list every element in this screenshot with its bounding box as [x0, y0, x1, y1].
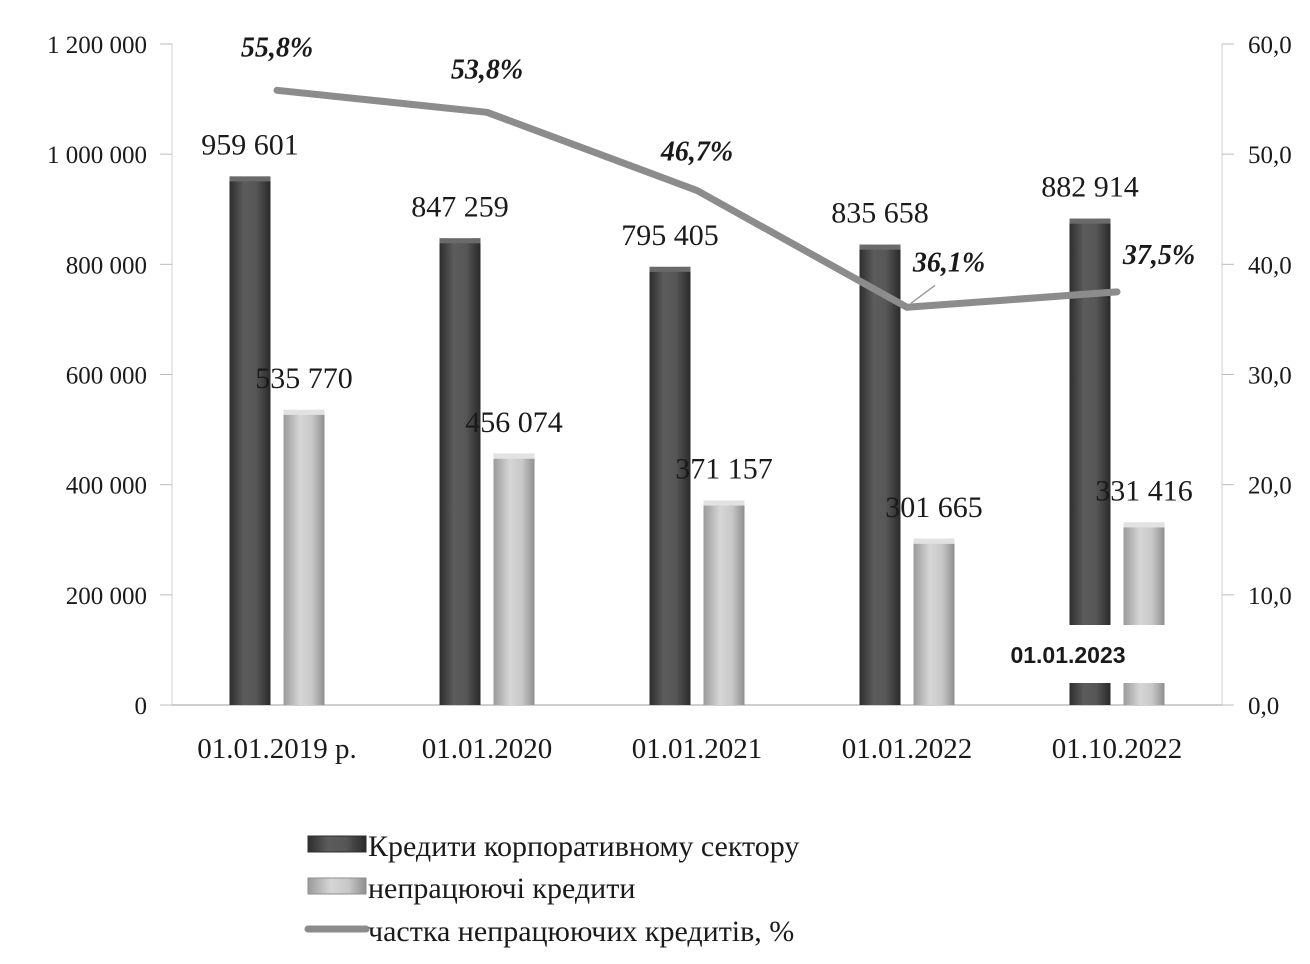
right-tick-label: 10,0	[1248, 583, 1292, 610]
bars	[229, 176, 1165, 705]
bar-corporate-loans	[1069, 218, 1111, 705]
bar-nonperforming-loans	[913, 538, 955, 705]
left-tick-label: 400 000	[66, 473, 147, 500]
data-label-corporate-loans: 959 601	[201, 128, 299, 161]
left-tick-label: 600 000	[66, 363, 147, 390]
bar-top-nonperforming-loans	[703, 500, 745, 506]
data-label-nonperforming-loans: 301 665	[885, 491, 983, 524]
right-tick-label: 60,0	[1248, 32, 1292, 59]
bar-corporate-loans	[649, 266, 691, 705]
bar-data-labels: 959 601 847 259 795 405 835 658 882 914 535 7…	[201, 128, 1193, 523]
data-label-nonperforming-loans: 371 157	[675, 453, 773, 486]
overlay-box: 01.01.2023	[965, 625, 1165, 683]
legend-label: Кредити корпоративному сектору	[368, 830, 799, 863]
share-point	[276, 89, 278, 91]
share-data-label: 36,1%	[912, 247, 985, 278]
left-tick-label: 200 000	[66, 583, 147, 610]
legend: Кредити корпоративному сектору непрацюючі…	[304, 830, 799, 948]
share-point	[906, 306, 908, 308]
data-label-corporate-loans: 795 405	[621, 219, 719, 252]
bar-top-corporate-loans	[859, 244, 901, 250]
x-axis-ticks: 01.01.2019 р. 01.01.2020 01.01.2021 01.01.2…	[197, 733, 1182, 765]
data-label-corporate-loans: 882 914	[1041, 171, 1139, 204]
share-point	[1116, 291, 1118, 293]
legend-label: непрацюючі кредити	[368, 872, 635, 905]
left-axis-ticks: 0 200 000 400 000 600 000 800 000 1 000 000 1 …	[47, 32, 172, 720]
legend-swatch-nonperforming-loans	[307, 877, 367, 895]
share-line	[273, 86, 1121, 311]
bar-top-nonperforming-loans	[283, 409, 325, 415]
right-tick-label: 30,0	[1248, 363, 1292, 390]
share-line-layer	[273, 86, 1121, 311]
bar-top-nonperforming-loans	[1123, 522, 1165, 528]
share-data-label: 55,8%	[241, 32, 313, 63]
x-tick-label: 01.01.2020	[422, 733, 553, 765]
left-tick-label: 1 200 000	[47, 32, 147, 59]
right-tick-label: 40,0	[1248, 252, 1292, 279]
bar-top-nonperforming-loans	[493, 453, 535, 459]
share-label-leader	[910, 284, 936, 304]
legend-swatch-corporate-loans	[307, 835, 367, 853]
legend-label: частка непрацюючих кредитів, %	[368, 915, 794, 948]
x-tick-label: 01.01.2022	[842, 733, 973, 765]
x-tick-label: 01.01.2021	[632, 733, 763, 765]
share-data-label: 46,7%	[660, 137, 733, 168]
left-tick-label: 1 000 000	[47, 142, 147, 169]
bar-nonperforming-loans	[703, 500, 745, 705]
data-label-nonperforming-loans: 331 416	[1095, 474, 1193, 507]
share-point	[696, 190, 698, 192]
bar-corporate-loans	[229, 176, 271, 705]
right-tick-label: 50,0	[1248, 142, 1292, 169]
share-data-label: 53,8%	[451, 54, 523, 85]
left-tick-label: 800 000	[66, 252, 147, 279]
data-label-corporate-loans: 835 658	[831, 197, 929, 230]
right-tick-label: 0,0	[1248, 693, 1279, 720]
bar-top-corporate-loans	[649, 266, 691, 272]
data-label-corporate-loans: 847 259	[411, 190, 509, 223]
share-data-labels: 55,8% 53,8% 46,7% 36,1% 37,5%	[241, 32, 1195, 304]
share-point	[486, 111, 488, 113]
bar-top-nonperforming-loans	[913, 538, 955, 544]
x-tick-label: 01.01.2019 р.	[197, 733, 357, 765]
right-tick-label: 20,0	[1248, 473, 1292, 500]
bar-nonperforming-loans	[493, 453, 535, 705]
bar-nonperforming-loans	[283, 409, 325, 705]
data-label-nonperforming-loans: 456 074	[465, 406, 563, 439]
data-label-nonperforming-loans: 535 770	[255, 362, 353, 395]
left-tick-label: 0	[135, 693, 148, 720]
bar-corporate-loans	[439, 238, 481, 705]
overlay-label: 01.01.2023	[1010, 642, 1125, 668]
share-data-label: 37,5%	[1122, 240, 1195, 271]
bar-top-corporate-loans	[439, 238, 481, 244]
bar-corporate-loans	[859, 244, 901, 705]
x-tick-label: 01.10.2022	[1052, 733, 1183, 765]
bar-top-corporate-loans	[229, 176, 271, 182]
bar-top-corporate-loans	[1069, 218, 1111, 224]
right-axis-ticks: 0,0 10,0 20,0 30,0 40,0 50,0 60,0	[1222, 32, 1292, 720]
